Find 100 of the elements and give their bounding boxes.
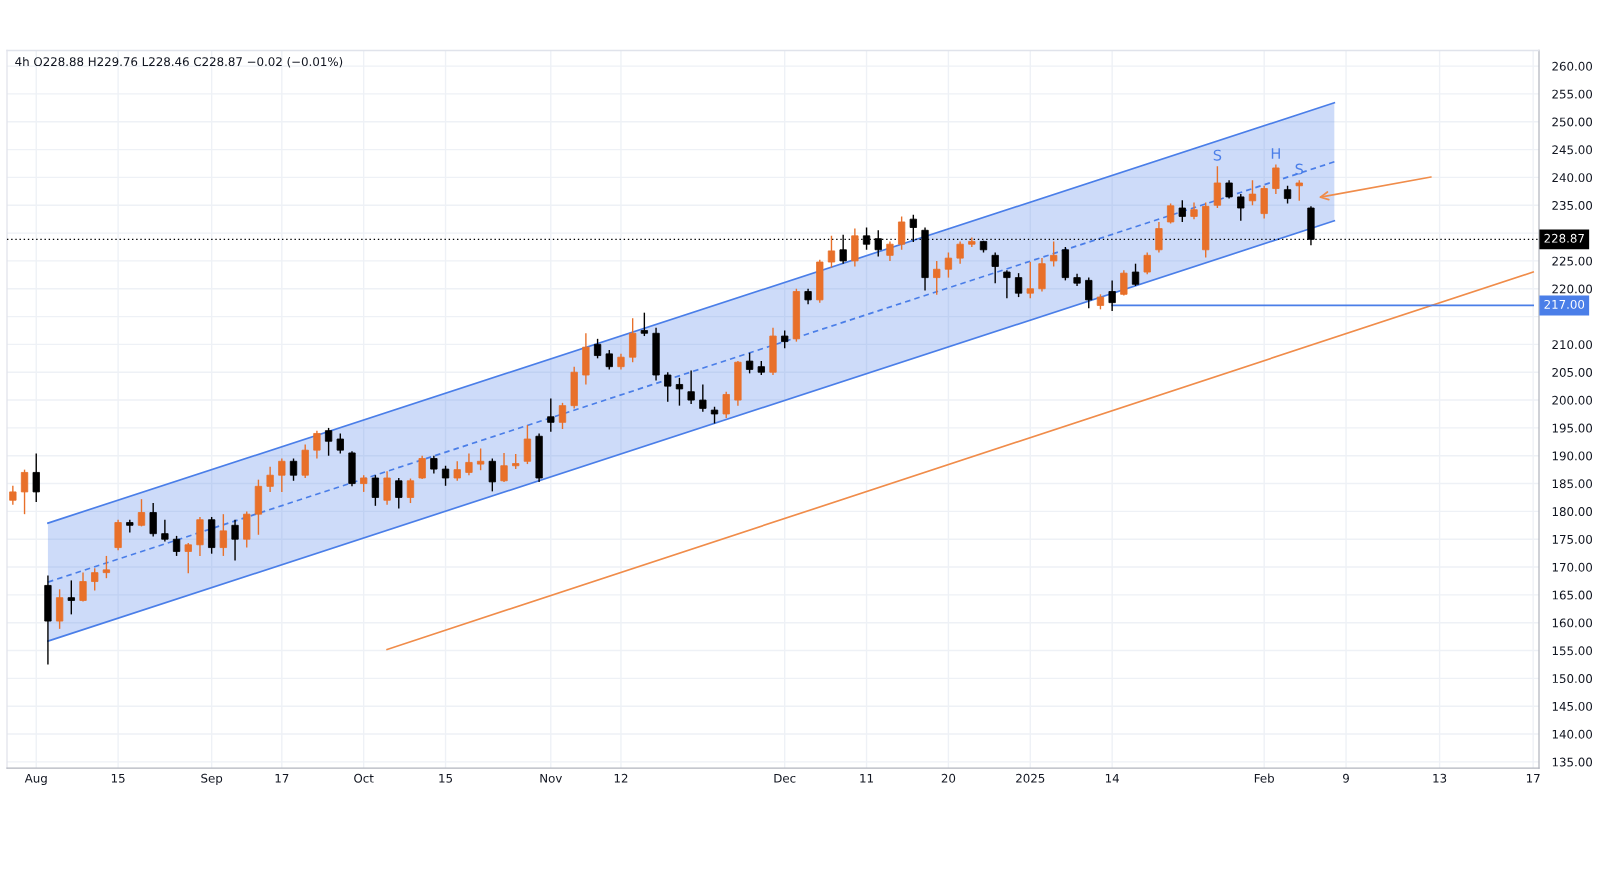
- y-tick-label: 255.00: [1552, 89, 1593, 99]
- candlestick: [909, 214, 917, 243]
- candlestick: [278, 457, 286, 493]
- candlestick: [9, 485, 17, 506]
- candlestick: [1237, 193, 1245, 222]
- x-tick-label: Oct: [354, 773, 374, 783]
- y-tick-label: 225.00: [1552, 256, 1593, 266]
- candlestick: [1178, 199, 1186, 223]
- candlestick: [453, 460, 461, 482]
- y-tick-label: 220.00: [1552, 284, 1593, 294]
- y-tick-label: 155.00: [1552, 646, 1593, 656]
- y-tick-label: 165.00: [1552, 590, 1593, 600]
- y-tick-label: 180.00: [1552, 507, 1593, 517]
- candlestick: [137, 498, 146, 528]
- y-tick-label: 245.00: [1552, 145, 1593, 155]
- x-tick-label: Nov: [540, 773, 562, 783]
- candlestick: [172, 535, 181, 557]
- text: S: [1295, 163, 1304, 175]
- x-tick-label: 2025: [1016, 773, 1045, 783]
- x-tick-label: Sep: [201, 773, 223, 785]
- candlestick: [722, 391, 730, 419]
- candlestick: [629, 317, 637, 363]
- candlestick: [898, 215, 906, 251]
- candlestick: [956, 240, 964, 265]
- candlestick: [687, 369, 695, 405]
- candlestick: [91, 567, 99, 592]
- x-tick-label: 9: [1343, 773, 1349, 783]
- candlestick: [1225, 179, 1233, 200]
- candlestick: [827, 235, 836, 269]
- candlestick: [675, 377, 684, 407]
- candlestick: [1085, 276, 1093, 309]
- candlestick: [933, 260, 941, 296]
- candlestick: [102, 555, 111, 579]
- y-tick-label: 195.00: [1552, 423, 1593, 433]
- candlestick: [219, 513, 227, 557]
- candlestick: [336, 432, 344, 455]
- y-tick-label: 210.00: [1552, 340, 1593, 350]
- y-tick-label: 160.00: [1552, 618, 1593, 628]
- x-tick-label: 17: [1526, 773, 1540, 783]
- candlestick: [324, 427, 333, 457]
- text: H: [1271, 148, 1280, 159]
- y-tick-label: 260.00: [1552, 61, 1593, 71]
- candlestick: [593, 338, 602, 360]
- candlestick: [1003, 269, 1011, 299]
- y-tick-label: 150.00: [1552, 674, 1593, 684]
- y-tick-label: 185.00: [1552, 479, 1593, 489]
- candlestick: [477, 447, 485, 471]
- candlestick: [161, 519, 169, 543]
- candlestick: [745, 352, 754, 375]
- candlestick: [886, 240, 894, 262]
- candlestick: [289, 457, 298, 482]
- candlestick: [1213, 165, 1222, 209]
- candlestick: [547, 397, 555, 433]
- candlestick: [465, 452, 473, 476]
- y-tick-label: 250.00: [1552, 117, 1593, 127]
- x-tick-label: 17: [275, 773, 289, 783]
- candlestick: [1014, 272, 1023, 298]
- y-tick-label: 200.00: [1552, 395, 1593, 405]
- x-tick-label: Aug: [24, 773, 47, 785]
- x-tick-label: 12: [614, 773, 628, 783]
- x-tick-label: 15: [111, 773, 125, 783]
- y-tick-label: 240.00: [1552, 173, 1593, 183]
- candlestick: [79, 571, 87, 603]
- candlestick: [32, 452, 40, 503]
- candlestick: [1131, 262, 1140, 287]
- x-tick-label: 15: [439, 773, 453, 783]
- candlestick: [266, 466, 274, 493]
- candlestick: [1248, 179, 1257, 206]
- candlestick: [991, 251, 999, 284]
- candlestick: [1026, 261, 1034, 299]
- y-tick-label: 175.00: [1552, 534, 1593, 544]
- candlestick: [395, 477, 403, 510]
- candlestick: [67, 579, 75, 616]
- candlestick: [488, 457, 496, 493]
- candlestick: [20, 468, 29, 515]
- candlestick: [1155, 221, 1163, 254]
- candlestick: [1120, 269, 1128, 297]
- y-tick-label: 190.00: [1552, 451, 1593, 461]
- candlestick: [371, 474, 380, 507]
- candlestick: [1050, 240, 1058, 268]
- candlestick: [313, 429, 321, 460]
- candlestick: [640, 311, 648, 337]
- candlestick: [1108, 279, 1116, 312]
- candlestick: [699, 383, 707, 413]
- x-tick-label: 20: [941, 773, 956, 783]
- y-tick-label: 170.00: [1552, 562, 1593, 572]
- y-tick-label: 135.00: [1552, 757, 1593, 767]
- y-tick-label: 140.00: [1552, 729, 1593, 739]
- candlestick: [383, 470, 391, 506]
- text: S: [1213, 149, 1222, 161]
- candlestick: [1295, 179, 1303, 202]
- x-tick-label: 13: [1433, 773, 1447, 783]
- x-tick-label: Dec: [774, 773, 796, 783]
- candlestick: [558, 402, 567, 430]
- candlestick: [523, 424, 532, 465]
- data-label: 217.00: [1544, 299, 1585, 309]
- candlestick: [1166, 202, 1175, 225]
- candlestick: [149, 502, 157, 538]
- x-tick-label: 11: [860, 773, 873, 783]
- y-tick-label: 205.00: [1552, 367, 1593, 377]
